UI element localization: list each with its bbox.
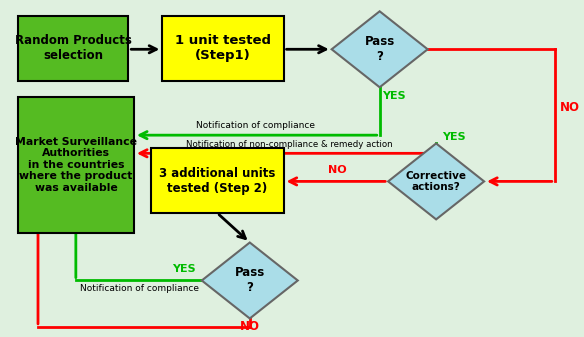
Text: Notification of compliance: Notification of compliance [196, 121, 315, 130]
Text: NO: NO [328, 165, 347, 175]
Text: Market Surveillance
Authorities
in the countries
where the product
was available: Market Surveillance Authorities in the c… [15, 137, 137, 193]
Text: Notification of compliance: Notification of compliance [80, 284, 199, 293]
Text: 3 additional units
tested (Step 2): 3 additional units tested (Step 2) [159, 166, 276, 194]
Text: Random Products
selection: Random Products selection [15, 34, 132, 62]
FancyBboxPatch shape [18, 16, 128, 81]
Polygon shape [202, 243, 298, 318]
Polygon shape [332, 11, 427, 87]
Polygon shape [388, 144, 484, 219]
FancyBboxPatch shape [151, 148, 284, 213]
Text: Pass
?: Pass ? [235, 267, 265, 295]
Text: Notification of non-compliance & remedy action: Notification of non-compliance & remedy … [186, 141, 392, 149]
Text: NO: NO [240, 320, 260, 333]
Text: Pass
?: Pass ? [364, 35, 395, 63]
Text: 1 unit tested
(Step1): 1 unit tested (Step1) [175, 34, 271, 62]
Text: NO: NO [561, 100, 580, 114]
FancyBboxPatch shape [18, 97, 134, 233]
Text: YES: YES [442, 132, 465, 142]
FancyBboxPatch shape [162, 16, 284, 81]
Text: YES: YES [172, 264, 196, 274]
Text: Corrective
actions?: Corrective actions? [406, 171, 467, 192]
Text: YES: YES [382, 91, 406, 100]
